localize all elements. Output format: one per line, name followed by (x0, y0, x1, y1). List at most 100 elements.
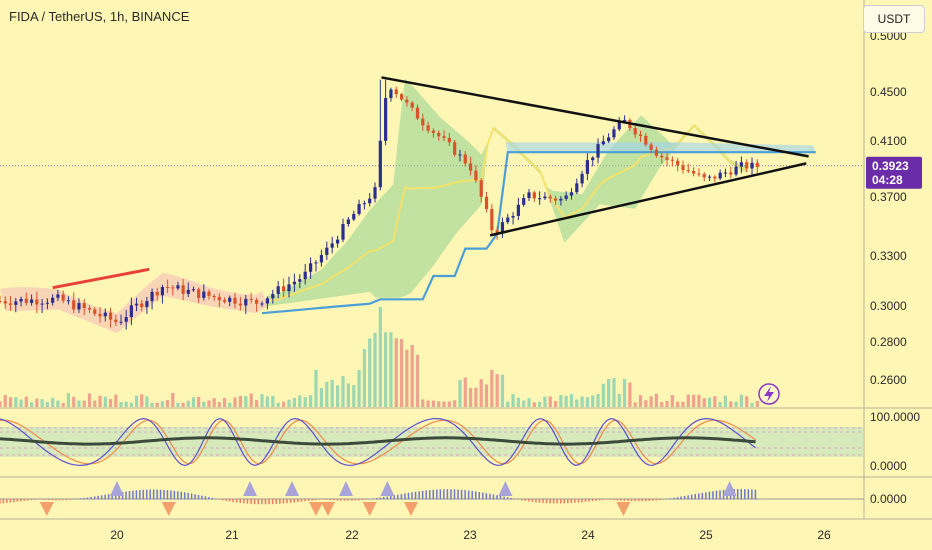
volume-bar (569, 394, 574, 407)
volume-bar (212, 398, 216, 407)
candle-body (389, 89, 393, 99)
candle-body (24, 298, 28, 303)
histogram-bar (204, 496, 207, 500)
candle-body (612, 129, 616, 138)
volume-bar (119, 402, 123, 407)
histogram-bar (648, 499, 650, 501)
price-tick-label: 0.4500 (870, 85, 907, 99)
histogram-bar (72, 498, 75, 500)
candle-body (19, 298, 23, 302)
histogram-bar (549, 499, 551, 504)
histogram-bar (351, 499, 353, 501)
histogram-bar (243, 499, 245, 504)
currency-button[interactable]: USDT (863, 5, 925, 33)
volume-bar (553, 401, 558, 407)
candle-body (0, 301, 2, 302)
volume-bar (319, 388, 323, 407)
volume-bar (186, 400, 190, 407)
volume-bar (580, 396, 584, 407)
candle-body (124, 317, 128, 322)
volume-bar (702, 398, 706, 407)
volume-bar (622, 378, 627, 407)
histogram-bar (623, 499, 626, 501)
histogram-bar (492, 494, 495, 500)
histogram-bar (201, 495, 203, 500)
volume-bar (686, 394, 690, 407)
candle-body (82, 303, 86, 308)
candle-body (171, 287, 175, 289)
histogram-bar (471, 490, 473, 500)
histogram-bar (311, 499, 313, 501)
candle-body (575, 183, 579, 193)
volume-bar (745, 396, 749, 407)
histogram-bar (428, 490, 431, 500)
histogram-bar (6, 499, 8, 503)
histogram-bar (218, 499, 220, 500)
histogram-bar (683, 495, 686, 500)
candle-body (276, 286, 280, 294)
histogram-bar (453, 489, 456, 500)
volume-bar (718, 402, 722, 407)
histogram-bar (659, 499, 661, 501)
volume-bar (527, 398, 531, 407)
candle-body (271, 293, 275, 299)
histogram-bar (393, 495, 396, 500)
histogram-bar (44, 499, 47, 500)
candle-body (580, 173, 584, 184)
candle-body (559, 198, 563, 201)
volume-bar (585, 397, 590, 407)
histogram-bar (139, 490, 141, 500)
histogram-bar (282, 499, 285, 504)
candle-body (325, 247, 329, 256)
candle-body (384, 98, 388, 141)
histogram-bar (524, 499, 527, 501)
candle-body (394, 89, 398, 95)
candle-body (72, 300, 76, 310)
candle-body (468, 163, 473, 171)
volume-bar (559, 395, 563, 407)
volume-bar (0, 401, 2, 407)
histogram-bar (51, 499, 54, 501)
candle-body (474, 170, 478, 181)
candle-body (119, 321, 123, 323)
histogram-bar (641, 499, 643, 502)
volume-bar (516, 397, 520, 407)
histogram-bar (225, 499, 227, 501)
candle-body (718, 172, 722, 179)
histogram-bar (62, 499, 64, 501)
volume-bar (19, 399, 23, 407)
symbol-title: FIDA / TetherUS, 1h, BINANCE (9, 9, 190, 24)
volume-bar (734, 401, 738, 407)
candle-body (734, 166, 738, 175)
candle-body (676, 160, 680, 166)
histogram-bar (556, 499, 558, 504)
histogram-bar (634, 499, 636, 502)
histogram-bar (517, 499, 519, 500)
histogram-bar (418, 491, 420, 500)
candle-body (362, 203, 366, 205)
histogram-bar (475, 491, 477, 500)
volume-bar (601, 383, 605, 407)
volume-bar (389, 332, 393, 407)
volume-bar (490, 369, 494, 407)
volume-bar (87, 393, 92, 407)
histogram-bar (715, 490, 718, 500)
histogram-bar (333, 499, 335, 501)
volume-bar (24, 396, 28, 407)
volume-bar (29, 402, 34, 407)
candle-body (437, 132, 441, 137)
histogram-bar (152, 489, 155, 500)
momentum-line (0, 436, 756, 446)
histogram-bar (315, 499, 317, 501)
histogram-bar (701, 492, 704, 500)
volume-bar (222, 398, 227, 407)
alert-icon[interactable] (758, 383, 780, 405)
histogram-bar (100, 495, 103, 500)
histogram-bar (365, 499, 367, 500)
candle-body (447, 137, 451, 143)
sell-signal-icon (309, 502, 323, 516)
volume-bar (103, 396, 107, 407)
volume-bar (426, 400, 430, 407)
